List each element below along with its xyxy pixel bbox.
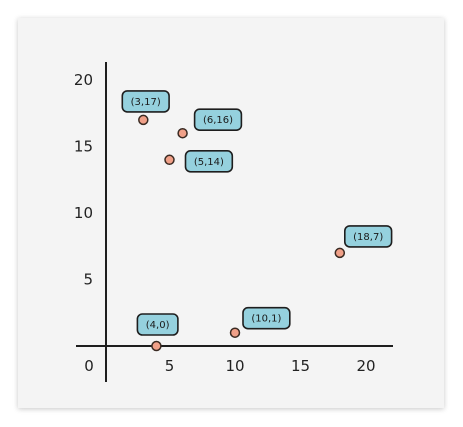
y-tick-label: 5 xyxy=(83,271,93,289)
data-point-marker xyxy=(177,127,188,139)
data-point-label-box xyxy=(242,306,291,330)
x-tick-labels: 5 10 15 20 xyxy=(165,357,376,375)
y-tick-labels: 5 10 15 20 xyxy=(74,71,93,289)
data-point-group: (6,16) xyxy=(177,108,243,139)
data-point-marker xyxy=(164,154,175,166)
data-point-group: (18,7) xyxy=(334,225,393,259)
data-point-label: (10,1) xyxy=(251,314,281,325)
data-point-label-box xyxy=(136,313,179,336)
x-tick-label: 10 xyxy=(225,357,244,375)
y-tick-label: 15 xyxy=(74,138,93,156)
data-point-marker xyxy=(138,114,149,126)
data-point-label-box xyxy=(121,90,170,113)
data-point-group: (10,1) xyxy=(229,306,291,338)
data-point-group: (5,14) xyxy=(164,150,234,173)
data-point-label: (5,14) xyxy=(194,157,224,168)
data-point-marker xyxy=(334,247,346,259)
data-point-marker xyxy=(229,327,241,338)
x-tick-label: 15 xyxy=(291,357,310,375)
x-tick-label: 5 xyxy=(165,357,175,375)
data-point-label-box xyxy=(343,225,393,248)
x-tick-label: 20 xyxy=(356,357,375,375)
y-tick-label: 20 xyxy=(74,71,93,89)
data-points: (3,17) (6,16) (5,14) (18,7) (4,0) (10,1) xyxy=(121,90,393,352)
data-point-label-box xyxy=(193,108,243,131)
data-point-group: (4,0) xyxy=(136,313,179,352)
chart-card xyxy=(18,18,444,408)
y-tick-label: 10 xyxy=(74,204,93,222)
data-point-label: (18,7) xyxy=(353,232,383,243)
data-point-marker xyxy=(151,340,162,352)
origin-label: 0 xyxy=(84,357,94,375)
data-point-label: (4,0) xyxy=(146,320,170,331)
data-point-group: (3,17) xyxy=(121,90,170,126)
data-point-label: (6,16) xyxy=(203,115,233,126)
data-point-label-box xyxy=(184,150,234,173)
data-point-label: (3,17) xyxy=(131,97,161,108)
